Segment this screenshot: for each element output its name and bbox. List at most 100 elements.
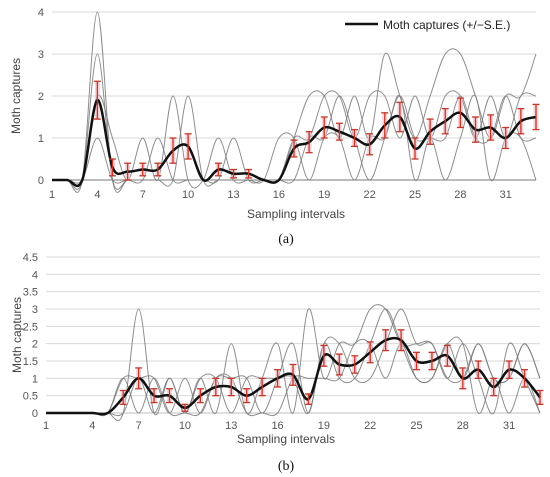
panel-b-error-bar — [166, 388, 173, 404]
panel-a-ytick-label: 4 — [38, 7, 44, 19]
panel-a-error-bar — [184, 133, 192, 160]
panel-b-error-bar — [181, 403, 189, 412]
legend-label: Moth captures (+/−S.E.) — [383, 18, 510, 32]
panel-b-individual-trace — [45, 304, 541, 422]
panel-a-error-bar — [335, 122, 343, 141]
panel-b-ytick-label: 0 — [32, 408, 38, 420]
panel-b-error-bar — [351, 355, 359, 374]
panel-a-error-bar — [93, 80, 101, 120]
panel-b-error-bar — [212, 377, 220, 397]
panel-b-error-bar — [196, 388, 204, 404]
panel-a-xtick-label: 19 — [318, 189, 330, 201]
panel-a-xtick-label: 4 — [94, 189, 100, 201]
panel-b-label: (b) — [278, 459, 295, 474]
panel-b-error-bar — [335, 353, 343, 376]
panel-b-ytick-label: 3 — [32, 304, 38, 316]
panel-a-error-bar — [441, 107, 449, 135]
panel-a-label: (a) — [278, 232, 294, 247]
panel-a-error-bar — [502, 126, 510, 150]
panel-a-error-bar — [154, 162, 162, 177]
panel-b-error-bar — [243, 388, 251, 404]
panel-b-ylabel: Moth captures — [10, 297, 24, 373]
legend: Moth captures (+/−S.E.) — [345, 18, 510, 32]
panel-a-xlabel: Sampling intervals — [247, 207, 345, 221]
panel-b-xtick-label: 16 — [271, 420, 283, 432]
panel-b-ytick-label: 3.5 — [23, 287, 38, 299]
panel-a-error-bar — [169, 137, 177, 164]
panel-a-xtick-label: 13 — [227, 189, 239, 201]
panel-a-error-bar — [381, 112, 389, 139]
panel-a-error-bar — [245, 168, 253, 179]
panel-a-error-bar — [487, 114, 495, 141]
panel-b-error-bar — [258, 377, 266, 397]
panel-a-error-bar — [124, 162, 132, 181]
panel-b-error-bar — [366, 341, 374, 364]
panel-a-error-bar — [517, 107, 525, 135]
panel-a-error-bar — [290, 139, 298, 158]
panel-b-ytick-label: 1 — [32, 373, 38, 385]
panel-a-xtick-label: 22 — [364, 189, 376, 201]
panel-b-xtick-label: 10 — [179, 420, 191, 432]
panel-b-ytick-label: 2.5 — [23, 321, 38, 333]
panel-b-error-bar — [135, 367, 143, 390]
panel-b-error-bar — [320, 344, 328, 367]
panel-b-individual-trace — [45, 308, 541, 417]
panel-a-error-bar — [320, 116, 328, 139]
panel-b-xtick-label: 19 — [318, 420, 330, 432]
panel-a-xtick-label: 7 — [140, 189, 146, 201]
panel-b-error-bar — [227, 377, 235, 397]
panel-b-error-bar — [119, 389, 127, 405]
panel-b-ytick-label: 4 — [32, 269, 38, 281]
panel-b-xtick-label: 7 — [136, 420, 142, 432]
panel-a-error-bar — [426, 118, 434, 145]
panel-b-error-bar — [474, 360, 482, 379]
panel-a-error-bar — [230, 168, 237, 179]
panel-b-error-bar — [428, 351, 436, 371]
panel-a-xtick-label: 31 — [500, 189, 512, 201]
panel-b-xtick-label: 31 — [503, 420, 515, 432]
panel-a-error-bar — [214, 162, 222, 177]
panel-b-ytick-label: 1.5 — [23, 356, 38, 368]
panel-b-error-bar — [382, 329, 390, 352]
panel-b-error-bar — [505, 360, 513, 379]
panel-a-error-bar — [532, 103, 540, 131]
panel-b-xtick-label: 28 — [457, 420, 469, 432]
panel-b-xtick-label: 22 — [364, 420, 376, 432]
panel-a-error-bar — [109, 158, 116, 177]
panel-a-error-bar — [396, 101, 404, 133]
panel-b-xtick-label: 1 — [43, 420, 49, 432]
panel-a-ytick-label: 2 — [38, 91, 44, 103]
panel-a-error-bar — [139, 162, 147, 177]
panel-a-xtick-label: 28 — [454, 189, 466, 201]
panel-b-ytick-label: 0.5 — [23, 391, 38, 403]
panel-b-error-bar — [289, 363, 297, 386]
panel-b-error-bar — [150, 388, 158, 404]
panel-b-error-bar — [459, 367, 467, 390]
panel-a-individual-trace — [52, 53, 536, 190]
panel-b-error-bar — [397, 329, 405, 352]
panel-b-error-bar — [413, 351, 420, 371]
panel-a-error-bar — [305, 131, 313, 154]
panel-b-plot: 0 0.5 1 1.5 2 2.5 3 3.5 4 4.5 1 4 7 10 13 16 19 22 25 28 31 — [23, 252, 544, 432]
panel-a-xtick-label: 10 — [182, 189, 194, 201]
panel-b-error-bar — [490, 377, 498, 397]
panel-a-ytick-label: 1 — [38, 133, 44, 145]
panel-b-error-bar — [443, 344, 451, 367]
panel-a-xtick-label: 16 — [273, 189, 285, 201]
panel-b-xlabel: Sampling intervals — [237, 432, 335, 446]
panel-a-ytick-label: 0 — [38, 175, 44, 187]
panel-b-error-bar — [536, 389, 544, 405]
panel-a-error-bar — [472, 116, 479, 143]
panel-b-error-bar — [521, 369, 529, 388]
panel-a-xtick-label: 1 — [49, 189, 55, 201]
panel-b-error-bar — [274, 369, 282, 388]
panel-a-error-bar — [366, 133, 374, 156]
panel-b-xtick-label: 13 — [225, 420, 237, 432]
panel-a-error-bar — [411, 137, 419, 160]
panel-b-ytick-label: 4.5 — [23, 252, 38, 264]
panel-a-error-bar — [351, 128, 358, 148]
panel-b-error-bar — [304, 393, 312, 405]
